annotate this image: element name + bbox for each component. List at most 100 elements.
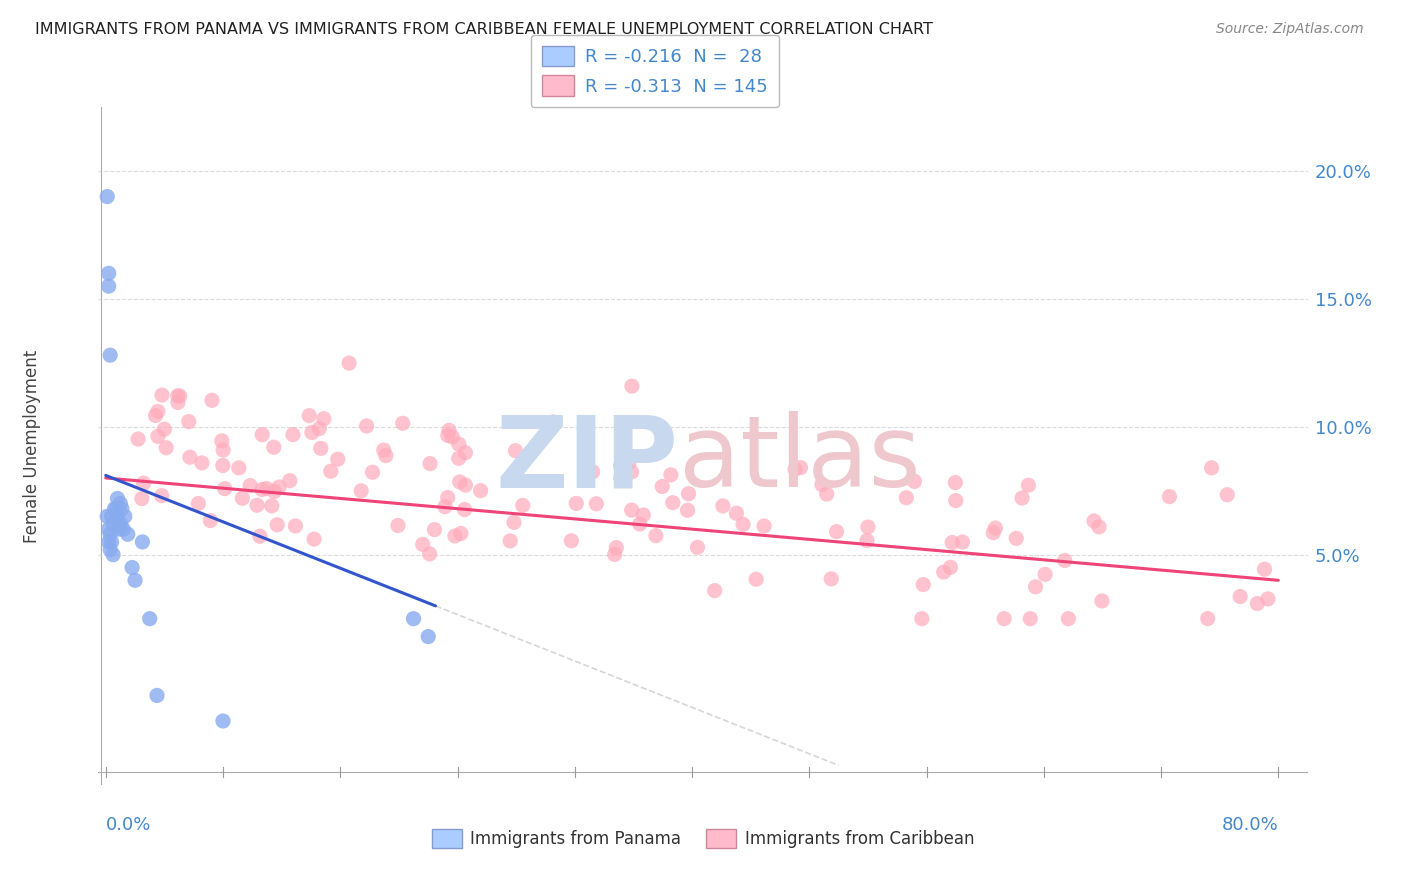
Point bbox=[644, 528, 666, 542]
Point bbox=[419, 457, 441, 471]
Point bbox=[541, 415, 564, 429]
Text: ZIP: ZIP bbox=[496, 411, 679, 508]
Point bbox=[433, 500, 456, 514]
Point bbox=[110, 497, 132, 511]
Point bbox=[124, 574, 146, 588]
Point bbox=[499, 533, 522, 548]
Point bbox=[100, 509, 122, 524]
Point bbox=[298, 409, 321, 423]
Point bbox=[278, 474, 301, 488]
Point bbox=[449, 475, 471, 489]
Point bbox=[856, 520, 879, 534]
Point bbox=[97, 535, 120, 549]
Point bbox=[373, 443, 395, 458]
Point bbox=[419, 547, 441, 561]
Point bbox=[418, 630, 440, 644]
Point bbox=[454, 446, 477, 460]
Point bbox=[211, 434, 233, 448]
Point bbox=[228, 460, 250, 475]
Point bbox=[993, 612, 1015, 626]
Point bbox=[150, 388, 173, 402]
Point bbox=[187, 496, 209, 510]
Point bbox=[453, 502, 475, 516]
Point bbox=[941, 535, 963, 549]
Point bbox=[108, 522, 131, 536]
Point bbox=[260, 499, 283, 513]
Point bbox=[609, 458, 631, 473]
Point bbox=[1017, 478, 1039, 492]
Point bbox=[450, 526, 472, 541]
Point bbox=[127, 432, 149, 446]
Point bbox=[711, 499, 734, 513]
Point bbox=[565, 496, 588, 510]
Point bbox=[112, 522, 135, 536]
Point bbox=[903, 475, 925, 489]
Point bbox=[263, 440, 285, 454]
Point bbox=[1201, 460, 1223, 475]
Text: Female Unemployment: Female Unemployment bbox=[22, 350, 41, 542]
Point bbox=[110, 516, 132, 531]
Point bbox=[945, 493, 967, 508]
Point bbox=[437, 428, 460, 442]
Point bbox=[1053, 553, 1076, 567]
Point bbox=[269, 480, 291, 494]
Point bbox=[651, 479, 673, 493]
Legend: Immigrants from Panama, Immigrants from Caribbean: Immigrants from Panama, Immigrants from … bbox=[425, 822, 981, 855]
Point bbox=[783, 462, 806, 476]
Point bbox=[441, 430, 464, 444]
Point bbox=[581, 465, 603, 479]
Point bbox=[145, 409, 167, 423]
Point bbox=[620, 379, 643, 393]
Point bbox=[387, 518, 409, 533]
Point bbox=[256, 482, 278, 496]
Point bbox=[444, 529, 467, 543]
Point bbox=[146, 404, 169, 418]
Point bbox=[169, 389, 191, 403]
Point bbox=[121, 560, 143, 574]
Point bbox=[789, 460, 811, 475]
Point bbox=[155, 441, 177, 455]
Point bbox=[250, 483, 273, 497]
Point bbox=[1091, 594, 1114, 608]
Point bbox=[100, 535, 122, 549]
Point bbox=[319, 464, 342, 478]
Point bbox=[1083, 514, 1105, 528]
Point bbox=[1033, 567, 1056, 582]
Point bbox=[146, 689, 169, 703]
Point bbox=[752, 519, 775, 533]
Point bbox=[266, 517, 288, 532]
Point bbox=[167, 395, 190, 409]
Point bbox=[103, 501, 125, 516]
Point bbox=[101, 516, 124, 531]
Point bbox=[659, 467, 682, 482]
Point bbox=[1253, 562, 1275, 576]
Point bbox=[97, 279, 120, 293]
Point bbox=[131, 535, 153, 549]
Point bbox=[146, 429, 169, 443]
Point bbox=[98, 527, 121, 541]
Point bbox=[503, 516, 526, 530]
Point bbox=[820, 572, 842, 586]
Point bbox=[105, 501, 128, 516]
Point bbox=[166, 389, 188, 403]
Point bbox=[633, 508, 655, 522]
Point bbox=[200, 514, 222, 528]
Point bbox=[239, 478, 262, 492]
Point bbox=[107, 491, 129, 506]
Point bbox=[856, 533, 879, 548]
Point bbox=[96, 509, 118, 524]
Point bbox=[447, 451, 470, 466]
Point bbox=[1005, 531, 1028, 545]
Point bbox=[308, 421, 330, 435]
Point bbox=[912, 577, 935, 591]
Point bbox=[825, 524, 848, 539]
Point bbox=[932, 565, 955, 579]
Point bbox=[309, 442, 332, 456]
Point bbox=[585, 497, 607, 511]
Point bbox=[1246, 597, 1268, 611]
Point bbox=[505, 443, 527, 458]
Point bbox=[1216, 488, 1239, 502]
Point bbox=[312, 411, 335, 425]
Point bbox=[412, 537, 434, 551]
Point bbox=[114, 509, 136, 524]
